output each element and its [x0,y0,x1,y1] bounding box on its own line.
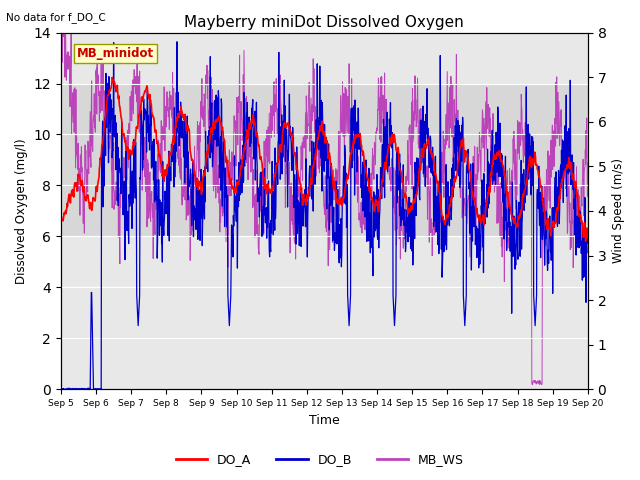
Text: MB_minidot: MB_minidot [77,47,154,60]
X-axis label: Time: Time [309,414,340,427]
Bar [61,84,588,237]
Y-axis label: Dissolved Oxygen (mg/l): Dissolved Oxygen (mg/l) [15,138,28,284]
Legend: DO_A, DO_B, MB_WS: DO_A, DO_B, MB_WS [171,448,469,471]
Text: No data for f_DO_C: No data for f_DO_C [6,12,106,23]
Title: Mayberry miniDot Dissolved Oxygen: Mayberry miniDot Dissolved Oxygen [184,15,464,30]
Y-axis label: Wind Speed (m/s): Wind Speed (m/s) [612,158,625,264]
